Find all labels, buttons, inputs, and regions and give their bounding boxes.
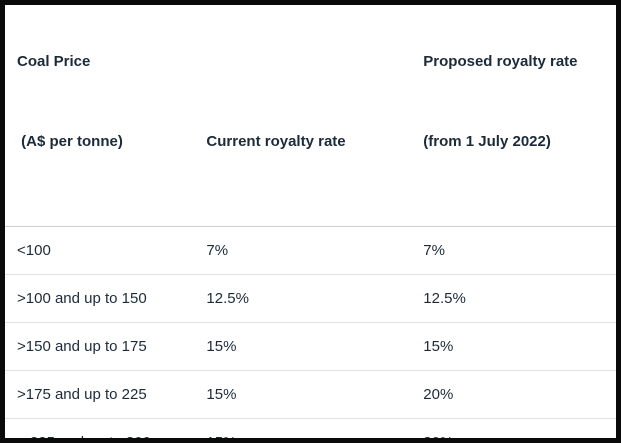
table-cell: 15% — [194, 418, 412, 438]
table-cell: 15% — [194, 370, 412, 419]
header-coal-price-line1: Coal Price — [17, 53, 91, 70]
header-coal-price-line2: (A$ per tonne) — [17, 133, 123, 150]
header-proposed-rate-line2: (from 1 July 2022) — [423, 133, 551, 150]
table-row: >175 and up to 225 15% 20% — [5, 370, 616, 419]
header-row: Coal Price (A$ per tonne) Current royalt… — [5, 5, 616, 227]
table-row: >150 and up to 175 15% 15% — [5, 322, 616, 371]
table-cell: >150 and up to 175 — [5, 322, 195, 371]
header-proposed-rate-line1: Proposed royalty rate — [423, 53, 578, 70]
table-cell: 30% — [411, 418, 616, 438]
table-cell: >175 and up to 225 — [5, 370, 195, 419]
table-cell: <100 — [17, 242, 51, 259]
table-cell: 15% — [194, 322, 412, 371]
table-cell: 12.5% — [411, 274, 616, 323]
table-body: <100 7% 7% >100 and up to 150 12.5% 12.5% >150… — [5, 227, 616, 438]
table-cell: >100 and up to 150 — [5, 274, 195, 323]
header-proposed-rate: Proposed royalty rate (from 1 July 2022) — [411, 5, 616, 227]
header-current-rate-line1 — [206, 53, 403, 99]
table-row: >225 and up to 300 15% 30% — [5, 418, 616, 438]
royalty-rate-table: Coal Price (A$ per tonne) Current royalt… — [5, 5, 616, 438]
table-cell: >225 and up to 300 — [5, 418, 195, 438]
table-row: >100 and up to 150 12.5% 12.5% — [5, 274, 616, 323]
table-cell: 15% — [411, 322, 616, 371]
table-row: <100 7% 7% — [5, 227, 616, 275]
table-cell: 7% — [206, 242, 229, 259]
table-cell: 12.5% — [194, 274, 412, 323]
table-cell: 20% — [411, 370, 616, 419]
table-cell: 7% — [423, 242, 445, 259]
header-coal-price: Coal Price (A$ per tonne) — [5, 5, 194, 227]
header-current-rate-line2: Current royalty rate — [206, 133, 346, 150]
header-current-rate: Current royalty rate — [194, 5, 411, 227]
